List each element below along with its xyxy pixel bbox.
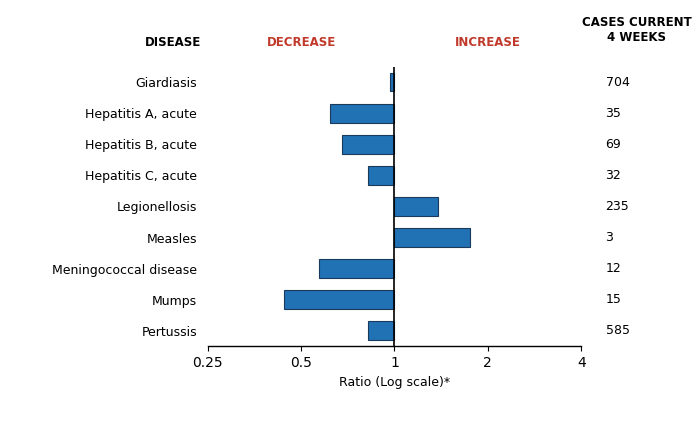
Bar	[319, 259, 394, 278]
Text: 15: 15	[606, 293, 621, 306]
Bar	[367, 321, 394, 340]
Text: CASES CURRENT
4 WEEKS: CASES CURRENT 4 WEEKS	[582, 16, 691, 44]
Text: 585: 585	[606, 324, 630, 337]
Bar	[343, 135, 394, 154]
Text: DISEASE: DISEASE	[145, 36, 201, 49]
Bar	[367, 166, 394, 185]
Text: 704: 704	[606, 75, 630, 89]
Text: 12: 12	[606, 262, 621, 275]
Bar	[330, 104, 394, 123]
Text: 69: 69	[606, 138, 621, 151]
Text: 3: 3	[606, 231, 613, 244]
Bar	[394, 228, 470, 247]
Bar	[390, 73, 394, 91]
X-axis label: Ratio (Log scale)*: Ratio (Log scale)*	[339, 376, 450, 388]
Text: INCREASE: INCREASE	[455, 36, 521, 49]
Text: 235: 235	[606, 200, 629, 213]
Bar	[394, 197, 438, 216]
Bar	[284, 290, 394, 309]
Text: 35: 35	[606, 107, 621, 120]
Text: 32: 32	[606, 169, 621, 182]
Text: DECREASE: DECREASE	[266, 36, 336, 49]
